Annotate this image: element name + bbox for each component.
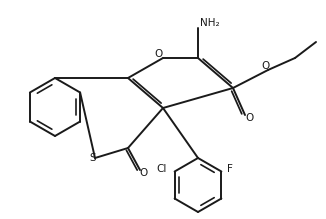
Text: F: F	[227, 164, 233, 175]
Text: O: O	[262, 61, 270, 71]
Text: O: O	[140, 168, 148, 178]
Text: NH₂: NH₂	[200, 18, 220, 28]
Text: S: S	[90, 153, 96, 163]
Text: O: O	[246, 113, 254, 123]
Text: O: O	[155, 49, 163, 59]
Text: Cl: Cl	[156, 164, 167, 175]
